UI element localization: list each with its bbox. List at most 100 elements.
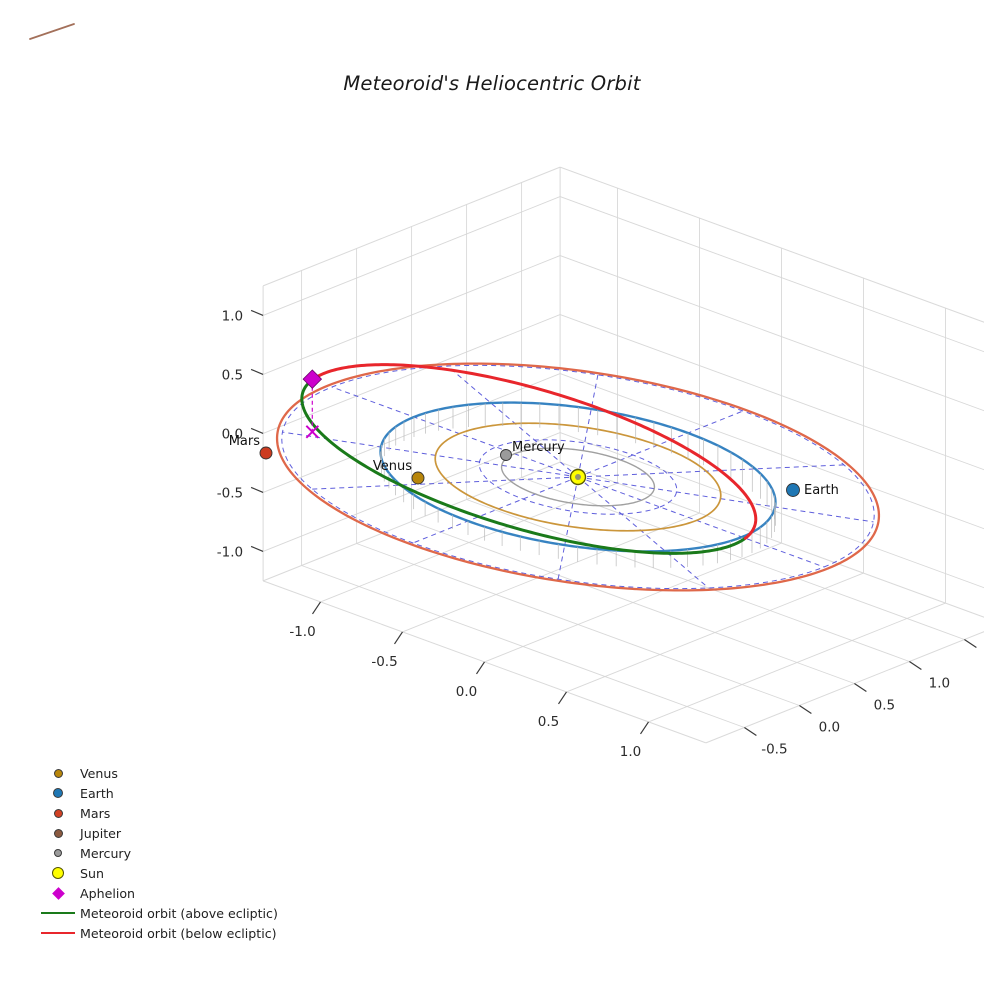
z-tick-label: -0.5 (217, 485, 243, 501)
tick-mark (250, 368, 264, 375)
x-tick-label: 0.0 (456, 684, 477, 700)
legend-dot-icon (52, 867, 64, 879)
sun-core (575, 474, 581, 480)
legend-dot-icon (54, 849, 62, 857)
orbit-stems (380, 402, 776, 568)
legend-label: Mercury (80, 845, 132, 861)
grid-line (411, 521, 855, 684)
z-tick-label: 0.0 (222, 426, 243, 442)
tick-mark (640, 721, 649, 735)
polar-spoke (331, 386, 579, 478)
grid-line (559, 461, 984, 618)
planet-mars-label: Mars (229, 434, 261, 449)
legend-dot-icon (53, 828, 63, 838)
orbit-mercury (500, 447, 656, 507)
legend-item-earth[interactable]: Earth (36, 783, 366, 803)
legend-item-sun[interactable]: Sun (36, 863, 366, 883)
grid-line (301, 565, 745, 728)
aphelion-marker (302, 369, 323, 389)
aphelion-projection-marker (305, 425, 320, 439)
tick-mark (744, 727, 757, 736)
grid-line (262, 166, 561, 287)
planet-markers: Mercury Venus Mars Earth (229, 434, 839, 498)
polar-spoke (447, 365, 579, 478)
tick-mark (558, 691, 567, 705)
orbit-venus (434, 422, 722, 532)
grid-line (559, 166, 984, 323)
planet-earth-marker (786, 483, 800, 497)
tick-mark (964, 639, 977, 648)
planet-venus-marker (411, 471, 425, 485)
grid-line (521, 477, 965, 640)
legend-item-jupiter[interactable]: Jupiter (36, 823, 366, 843)
axis-ticks: 1.0 0.5 0.0 -0.5 -1.0 -1.0 -0.5 0.0 0.5 1.0 -0.5 0.… (217, 308, 984, 760)
planet-mercury-marker (500, 449, 512, 461)
legend-marker (36, 932, 80, 934)
legend-label: Mars (80, 805, 111, 821)
planet-venus-label: Venus (373, 459, 412, 474)
legend-label: Earth (80, 785, 114, 801)
planet-mercury-label: Mercury (512, 440, 565, 455)
legend-marker (36, 849, 80, 857)
legend-marker (36, 808, 80, 818)
pane-bottom (263, 462, 984, 743)
legend-dot-icon (53, 808, 63, 818)
polar-circle (478, 439, 678, 515)
z-tick-label: 1.0 (222, 308, 243, 324)
meteoroid-orbit (300, 363, 758, 555)
grid-line (559, 196, 984, 353)
polar-spoke (577, 476, 709, 589)
polar-spoke (577, 476, 874, 523)
grid-line (559, 432, 984, 589)
x-tick-label: 0.5 (538, 714, 559, 730)
legend-item-aphelion[interactable]: Aphelion (36, 883, 366, 903)
chart-title: Meteoroid's Heliocentric Orbit (343, 72, 641, 95)
chart-legend: Venus Earth Mars Jupiter Mercury Sun Aphelion M… (36, 763, 366, 943)
legend-item-mercury[interactable]: Mercury (36, 843, 366, 863)
y-tick-label: 1.0 (929, 676, 950, 692)
planet-earth-label: Earth (804, 483, 839, 498)
legend-marker (36, 912, 80, 914)
y-tick-label: -0.5 (761, 742, 787, 758)
x-tick-label: 1.0 (620, 744, 641, 760)
polar-spoke (577, 410, 744, 478)
legend-item-meteoroid-orbit-below-ecliptic[interactable]: Meteoroid orbit (below ecliptic) (36, 923, 366, 943)
legend-marker (36, 788, 80, 798)
legend-item-venus[interactable]: Venus (36, 763, 366, 783)
grid-line (262, 255, 561, 375)
legend-line-icon (41, 912, 75, 914)
grid-line (559, 255, 984, 412)
polar-spoke (577, 476, 825, 568)
grid-line (262, 196, 561, 316)
legend-item-mars[interactable]: Mars (36, 803, 366, 823)
tick-mark (394, 631, 403, 645)
orbit-jupiter-fragment (29, 23, 75, 40)
tick-mark (250, 309, 264, 316)
tick-mark (250, 427, 264, 434)
legend-dot-icon (53, 768, 63, 778)
legend-item-meteoroid-orbit-above-ecliptic[interactable]: Meteoroid orbit (above ecliptic) (36, 903, 366, 923)
tick-mark (854, 683, 867, 692)
z-tick-label: 0.5 (222, 367, 243, 383)
legend-label: Meteoroid orbit (above ecliptic) (80, 905, 278, 921)
legend-label: Sun (80, 865, 104, 881)
legend-label: Aphelion (80, 885, 136, 901)
legend-marker (36, 768, 80, 778)
y-tick-label: 0.5 (874, 698, 895, 714)
grid-line (262, 373, 561, 493)
planet-mars-marker (259, 446, 273, 460)
tick-mark (250, 545, 264, 552)
z-tick-label: -1.0 (217, 544, 243, 560)
grid-line (466, 499, 910, 662)
planet-orbits (29, 23, 881, 592)
polar-spoke (412, 476, 579, 544)
grid-line (559, 373, 984, 530)
legend-dot-icon (53, 788, 63, 798)
legend-marker (36, 828, 80, 838)
sun-group (569, 468, 587, 486)
x-tick-label: -1.0 (289, 624, 315, 640)
orbit-mars (275, 362, 881, 592)
y-tick-label: 0.0 (819, 720, 840, 736)
